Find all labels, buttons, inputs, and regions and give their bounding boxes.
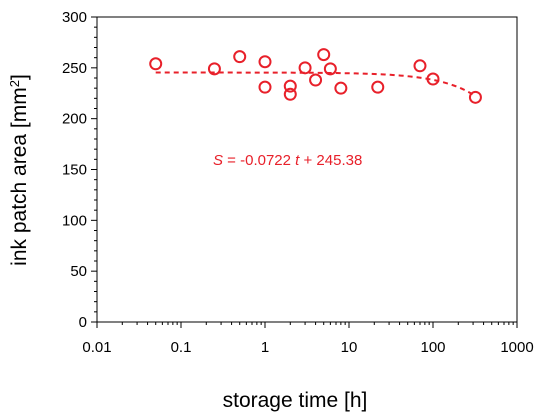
x-tick-label: 10 <box>341 339 358 356</box>
fit-equation-text: = -0.0722 <box>223 152 295 169</box>
data-point <box>426 72 440 86</box>
x-tick-label: 0.1 <box>171 339 192 356</box>
y-axis-label: ink patch area [mm2] <box>7 74 32 266</box>
data-point <box>298 61 312 75</box>
y-tick-label: 250 <box>62 60 87 77</box>
y-axis-label-sup: 2 <box>7 80 22 87</box>
x-tick-label: 100 <box>420 339 445 356</box>
data-point <box>468 90 482 104</box>
fit-equation-t: t <box>295 152 300 169</box>
data-point <box>317 48 331 62</box>
y-tick-label: 200 <box>62 111 87 128</box>
ticks: 0 50 100 150 200 250 300 0.01 0.1 1 10 100 1000 <box>62 9 534 356</box>
y-tick-label: 300 <box>62 9 87 26</box>
data-point <box>309 73 323 87</box>
x-tick-label: 1 <box>261 339 269 356</box>
y-tick-label: 0 <box>79 314 87 331</box>
data-point <box>283 87 297 101</box>
data-point <box>413 59 427 73</box>
x-axis-label: storage time [h] <box>223 389 368 412</box>
data-point <box>283 79 297 93</box>
y-axis-label-end: ] <box>8 74 31 80</box>
y-tick-label: 100 <box>62 212 87 229</box>
fit-equation-end: + 245.38 <box>299 152 362 169</box>
fit-equation-var: S <box>213 152 223 169</box>
data-points <box>149 48 482 104</box>
y-tick-label: 150 <box>62 162 87 179</box>
data-point <box>334 81 348 95</box>
data-point <box>258 80 272 94</box>
data-point <box>233 50 247 64</box>
x-tick-label: 0.01 <box>82 339 111 356</box>
data-point <box>258 55 272 69</box>
data-point <box>207 62 221 76</box>
fit-equation: S = -0.0722 t + 245.38 <box>213 152 362 169</box>
y-axis-label-main: ink patch area [mm <box>8 87 31 266</box>
data-point <box>149 57 163 71</box>
x-tick-label: 1000 <box>500 339 533 356</box>
y-tick-label: 50 <box>70 263 87 280</box>
data-point <box>323 62 337 76</box>
data-point <box>371 80 385 94</box>
